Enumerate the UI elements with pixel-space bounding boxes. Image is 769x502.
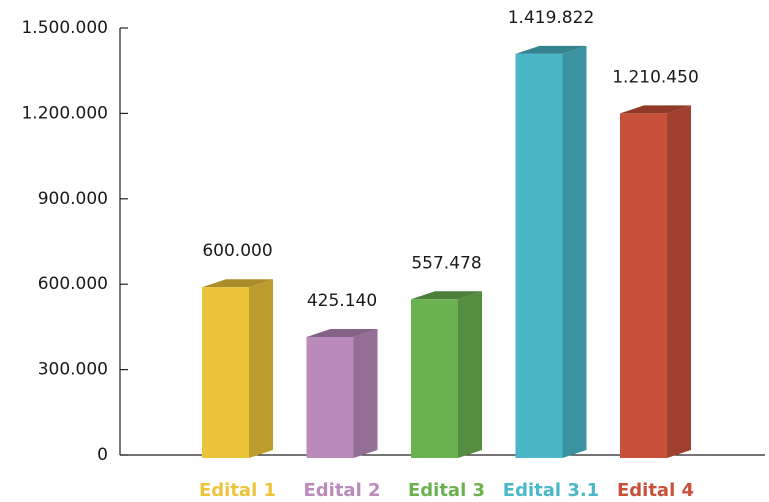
bar-top <box>515 45 587 54</box>
value-label: 1.419.822 <box>508 8 595 28</box>
y-tick-label: 1.200.000 <box>21 103 108 123</box>
y-tick-label: 1.500.000 <box>21 18 108 38</box>
bar-front <box>620 113 667 458</box>
bar <box>515 45 587 458</box>
bar-side <box>353 328 378 458</box>
y-tick-label: 300.000 <box>38 360 108 380</box>
bar-top <box>620 105 691 114</box>
value-label: 600.000 <box>202 241 272 261</box>
bar-top <box>411 291 482 300</box>
y-tick-label: 0 <box>97 445 108 465</box>
bar-side <box>667 105 691 458</box>
bar-front <box>202 287 249 458</box>
bar <box>620 105 691 458</box>
bar-front <box>306 336 354 458</box>
value-label: 557.478 <box>411 253 481 273</box>
y-tick-label: 900.000 <box>38 189 108 209</box>
x-tick-label: Edital 1 <box>199 480 276 501</box>
bar-top <box>202 279 273 288</box>
bar-front <box>515 53 563 458</box>
bar <box>411 291 482 458</box>
value-label: 1.210.450 <box>612 67 699 87</box>
value-label: 425.140 <box>307 291 377 311</box>
bar <box>202 279 273 458</box>
x-tick-label: Edital 3.1 <box>503 480 599 501</box>
bar <box>306 328 378 458</box>
bar-front <box>411 299 458 458</box>
x-tick-label: Edital 2 <box>303 480 380 501</box>
x-tick-label: Edital 3 <box>408 480 485 501</box>
y-tick-label: 600.000 <box>38 274 108 294</box>
bar-side <box>562 45 587 458</box>
bar-side <box>458 291 482 458</box>
bar-top <box>306 328 378 337</box>
x-tick-label: Edital 4 <box>617 480 694 501</box>
bar-side <box>249 279 273 458</box>
